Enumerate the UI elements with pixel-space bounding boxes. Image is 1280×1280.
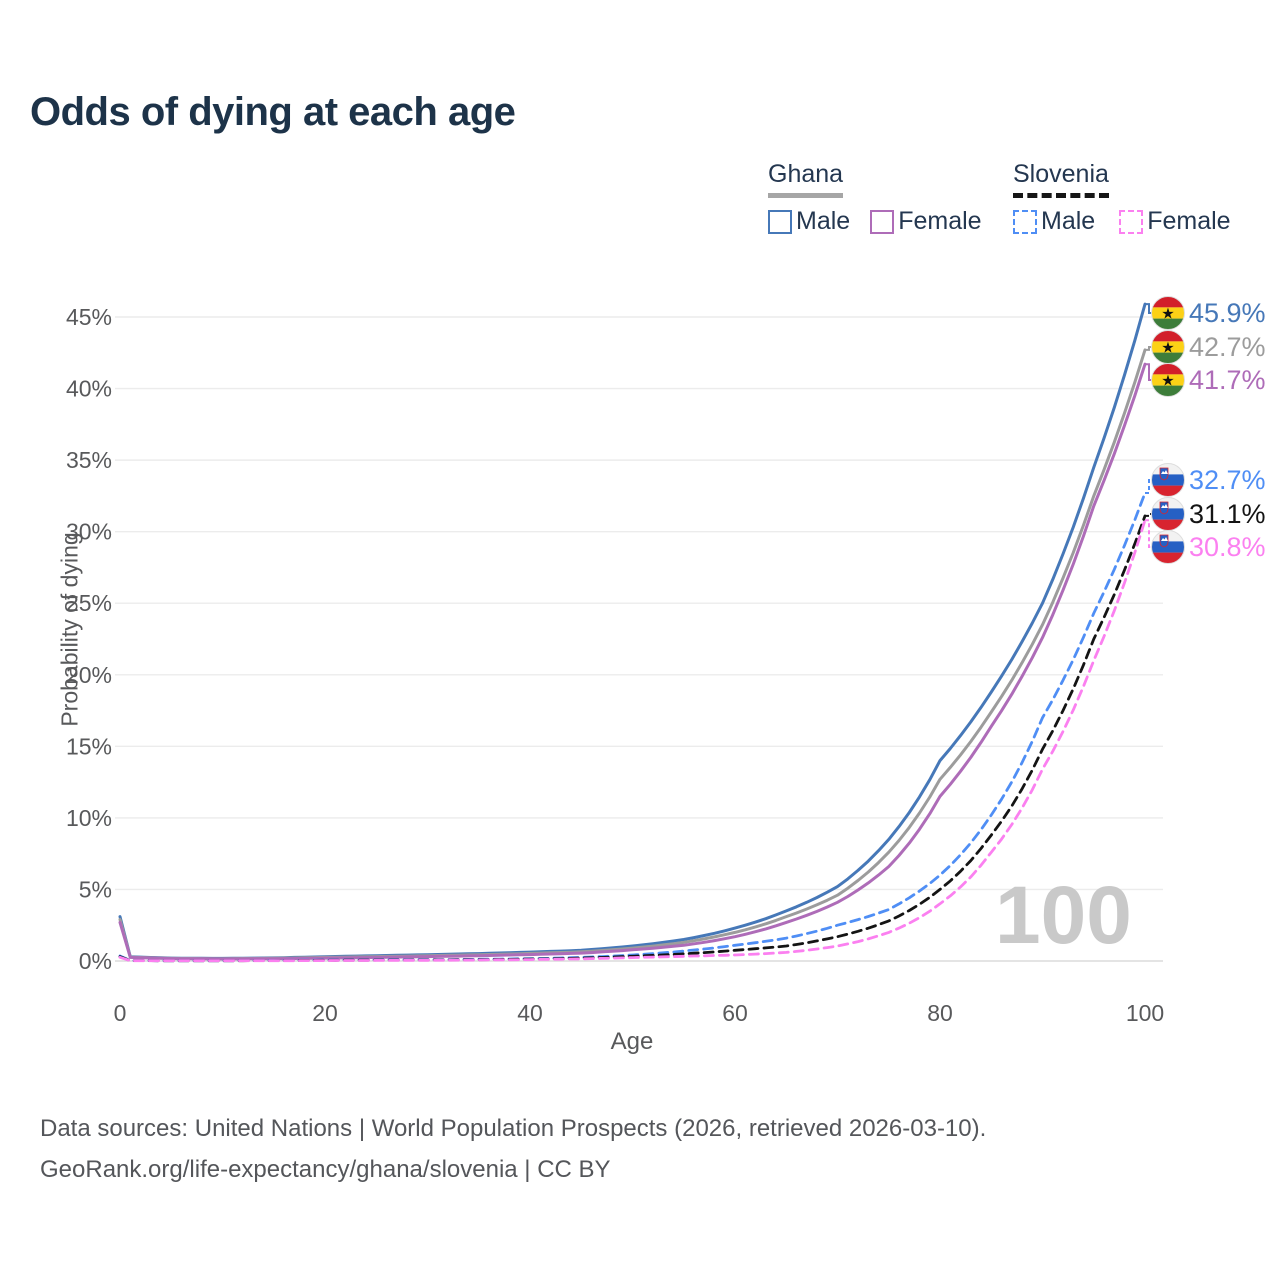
y-tick-25: 25% bbox=[66, 590, 112, 616]
ghana-flag-icon: ★ bbox=[1151, 363, 1185, 397]
axis-ticks: 0% 5% 10% 15% 20% 25% 30% 35% 40% 45% 0 20 40 60 80 100… bbox=[66, 304, 1164, 1055]
ghana-flag-icon: ★ bbox=[1151, 330, 1185, 364]
slovenia-flag-icon bbox=[1151, 463, 1185, 497]
series-line-ghana-male[interactable] bbox=[118, 302, 1147, 960]
x-tick-40: 40 bbox=[517, 1000, 543, 1026]
ghana-male-swatch-icon bbox=[768, 209, 792, 234]
series-line-ghana[interactable] bbox=[118, 348, 1147, 961]
svg-text:★: ★ bbox=[1161, 340, 1174, 357]
page-title: Odds of dying at each age bbox=[30, 90, 516, 134]
series-line-ghana-female[interactable] bbox=[118, 362, 1147, 961]
series-line-slovenia[interactable] bbox=[118, 514, 1147, 963]
footer-attribution: GeoRank.org/life-expectancy/ghana/sloven… bbox=[40, 1156, 611, 1183]
svg-text:★: ★ bbox=[1161, 373, 1174, 390]
y-tick-30: 30% bbox=[66, 519, 112, 545]
x-tick-0: 0 bbox=[114, 1000, 127, 1026]
x-tick-20: 20 bbox=[312, 1000, 338, 1026]
y-tick-0: 0% bbox=[79, 948, 112, 974]
chart-series bbox=[118, 302, 1147, 963]
end-label-slovenia-male: 32.7% bbox=[1189, 465, 1266, 495]
x-tick-60: 60 bbox=[722, 1000, 748, 1026]
slovenia-flag-icon bbox=[1151, 530, 1185, 564]
end-label-slovenia-female: 30.8% bbox=[1189, 532, 1266, 562]
legend-row-slovenia: Male Female bbox=[1013, 207, 1231, 236]
end-label-ghana: 42.7% bbox=[1189, 332, 1266, 362]
slovenia-flag-icon bbox=[1151, 497, 1185, 531]
legend-title-ghana: Ghana bbox=[768, 160, 844, 198]
footer-data-sources: Data sources: United Nations | World Pop… bbox=[40, 1115, 987, 1142]
end-label-slovenia: 31.1% bbox=[1189, 499, 1266, 529]
y-tick-10: 10% bbox=[66, 805, 112, 831]
ghana-flag-icon: ★ bbox=[1151, 296, 1185, 330]
legend-label-ghana-female: Female bbox=[898, 207, 982, 235]
chart-watermark: 100 bbox=[995, 870, 1132, 961]
legend-item-slovenia-female[interactable]: Female bbox=[1119, 207, 1231, 236]
y-tick-35: 35% bbox=[66, 447, 112, 473]
y-tick-15: 15% bbox=[66, 733, 112, 759]
x-tick-80: 80 bbox=[927, 1000, 953, 1026]
y-tick-20: 20% bbox=[66, 662, 112, 688]
series-line-slovenia-female[interactable] bbox=[118, 518, 1147, 963]
gridlines bbox=[115, 316, 1163, 962]
y-tick-40: 40% bbox=[66, 376, 112, 402]
x-axis-title: Age bbox=[611, 1028, 654, 1055]
legend-label-slovenia-male: Male bbox=[1041, 207, 1096, 235]
legend-item-ghana-female[interactable]: Female bbox=[870, 207, 982, 236]
legend-title-slovenia: Slovenia bbox=[1013, 160, 1109, 198]
x-tick-100: 100 bbox=[1126, 1000, 1164, 1026]
svg-text:★: ★ bbox=[1161, 306, 1174, 323]
legend-item-ghana-male[interactable]: Male bbox=[768, 207, 850, 236]
legend-item-slovenia-male[interactable]: Male bbox=[1013, 207, 1095, 236]
leader-line-slovenia-female bbox=[1145, 519, 1153, 548]
legend-label-slovenia-female: Female bbox=[1147, 207, 1231, 235]
legend-row-ghana: Male Female bbox=[768, 207, 982, 236]
end-labels: ★ 45.9% ★ 42.7% ★ 41.7% 32.7% 31.1%30.8% bbox=[1145, 296, 1266, 564]
end-label-ghana-male: 45.9% bbox=[1189, 298, 1266, 328]
y-tick-5: 5% bbox=[79, 876, 112, 902]
footer: Data sources: United Nations | World Pop… bbox=[40, 1108, 986, 1190]
leader-line-slovenia-male bbox=[1145, 479, 1153, 494]
end-label-ghana-female: 41.7% bbox=[1189, 365, 1266, 395]
legend-label-ghana-male: Male bbox=[796, 207, 851, 235]
legend-group-ghana: Ghana Male Female bbox=[768, 160, 982, 236]
ghana-female-swatch-icon bbox=[870, 209, 895, 234]
y-tick-45: 45% bbox=[66, 304, 112, 330]
slovenia-female-swatch-icon bbox=[1119, 209, 1144, 234]
legend-group-slovenia: Slovenia Male Female bbox=[1013, 160, 1231, 236]
slovenia-male-swatch-icon bbox=[1013, 209, 1037, 234]
